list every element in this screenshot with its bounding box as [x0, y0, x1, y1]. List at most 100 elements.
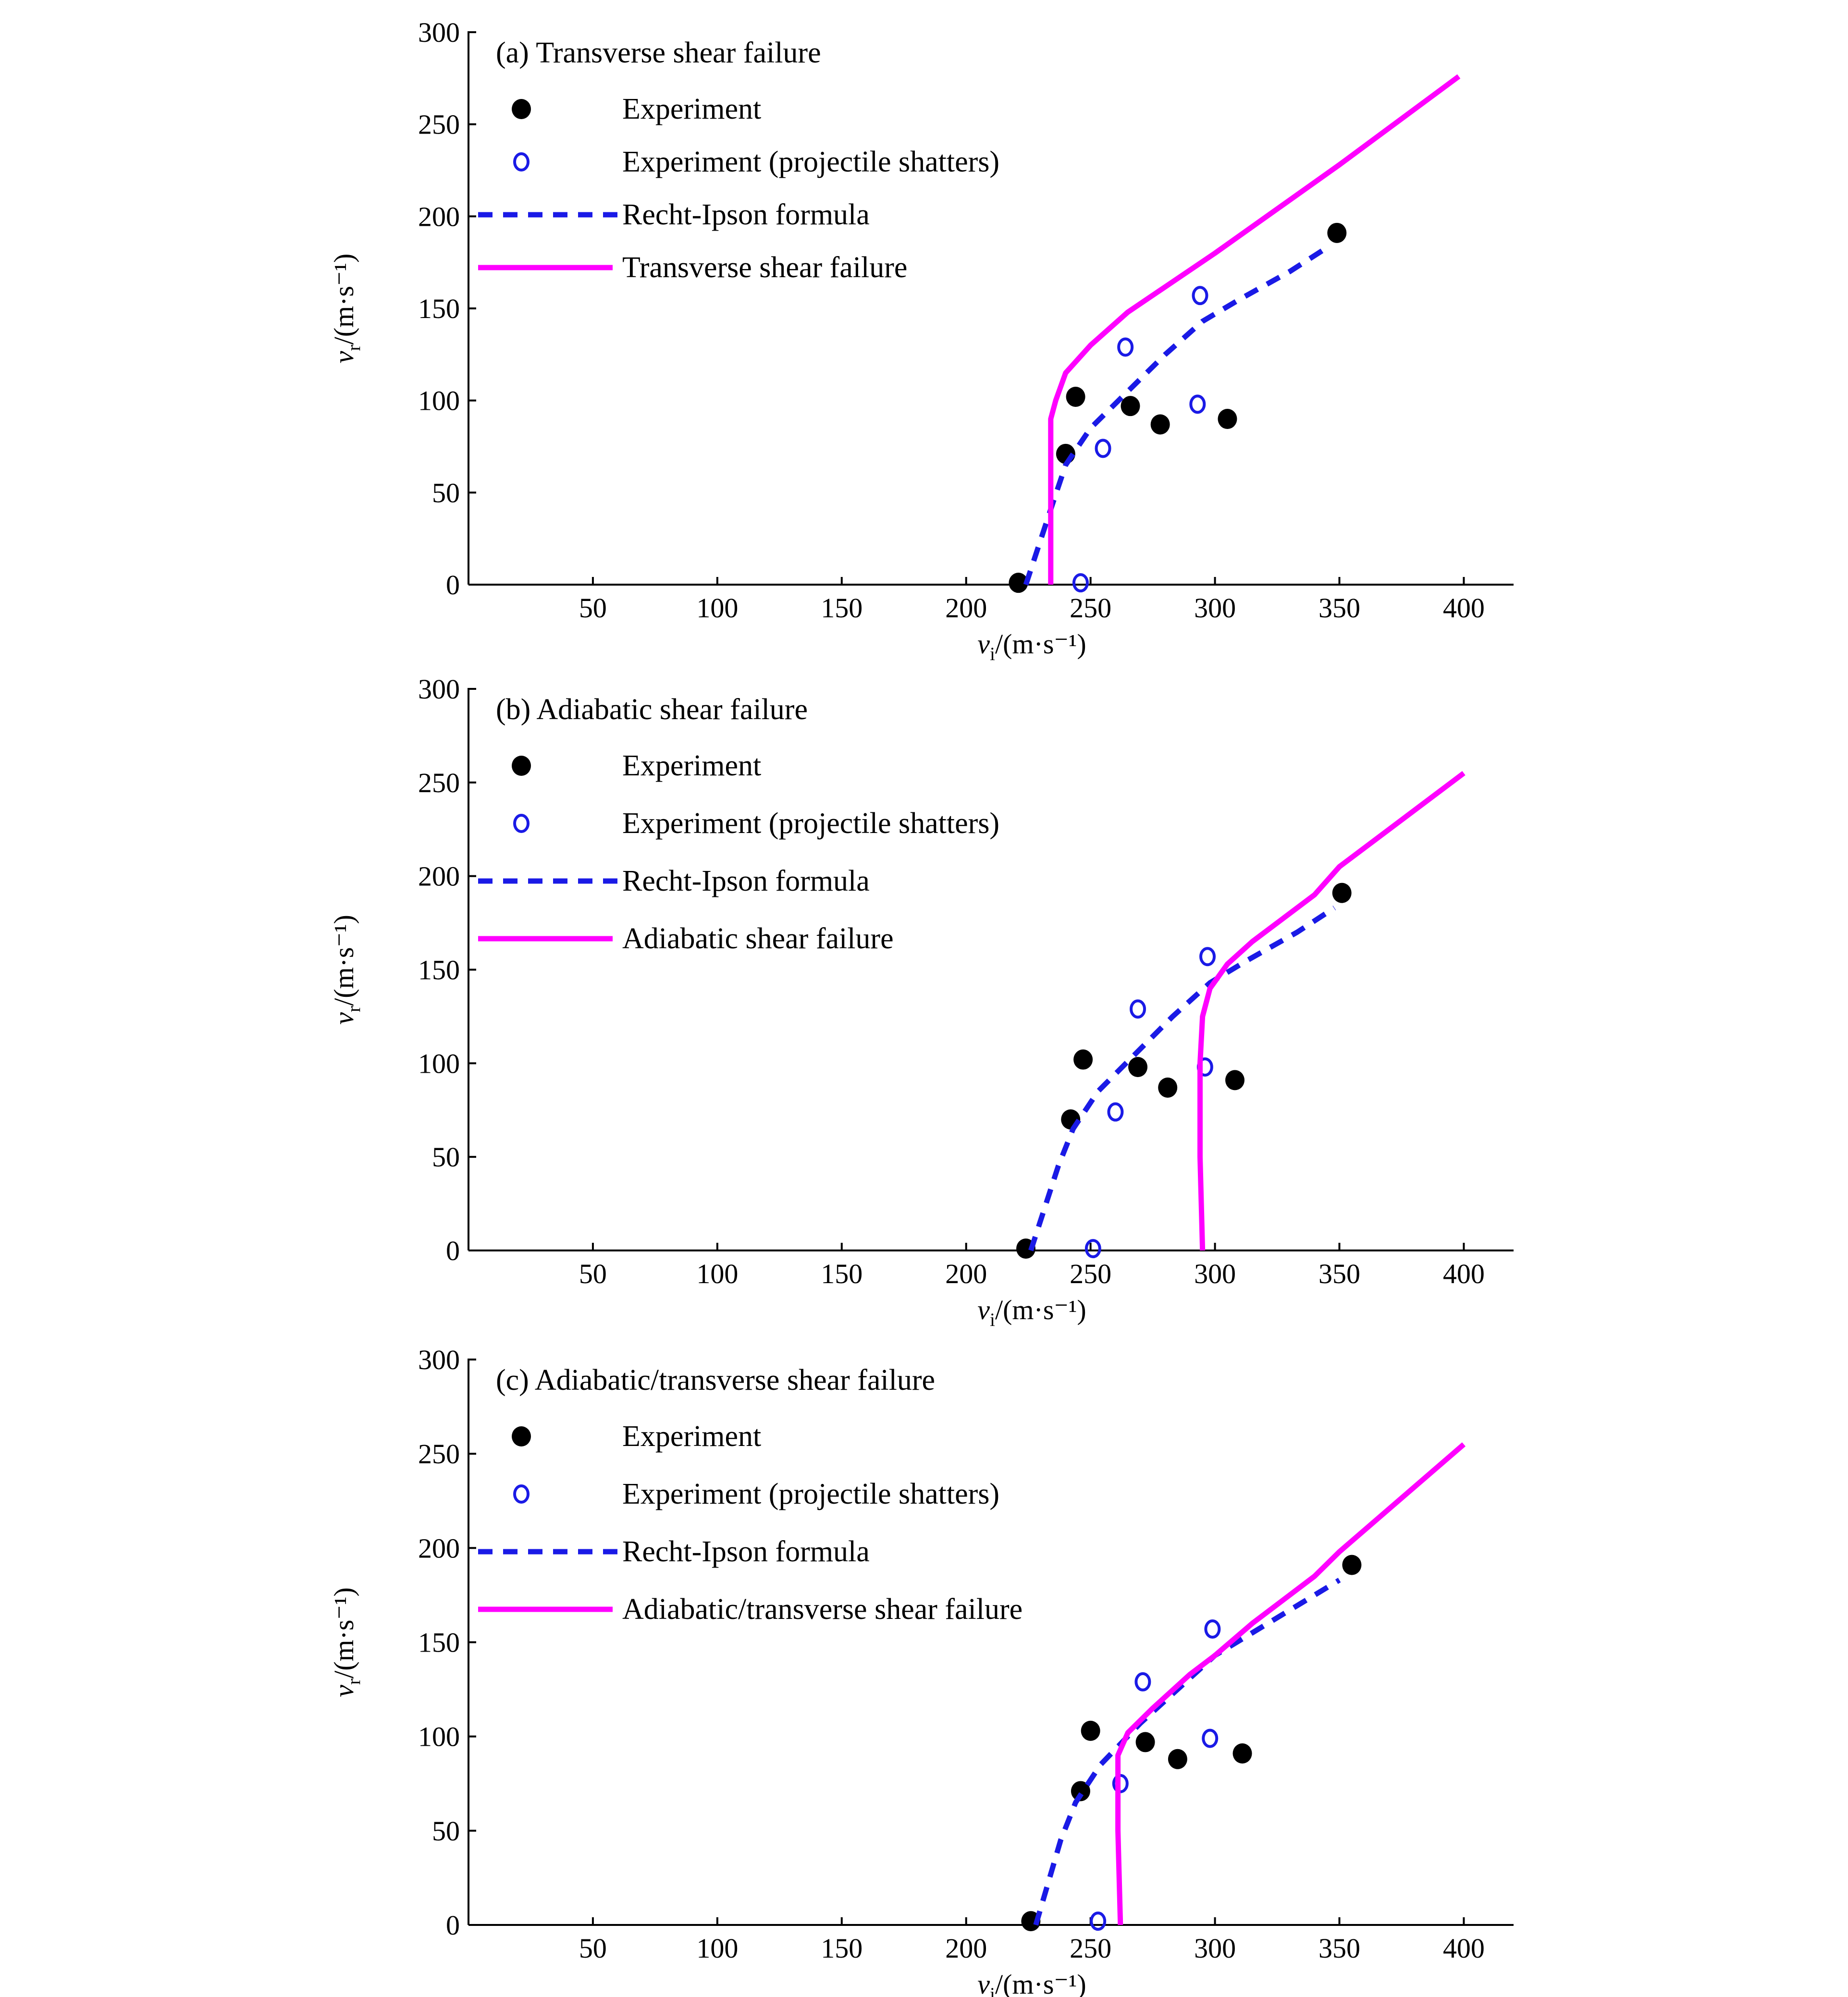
y-tick-label: 100	[418, 1721, 460, 1752]
x-tick-label: 150	[821, 1933, 862, 1964]
model-curve	[1115, 1442, 1466, 1925]
shatter-point	[1192, 286, 1208, 306]
y-tick-label: 150	[418, 293, 460, 324]
experiment-point	[1073, 1049, 1093, 1070]
y-tick-label: 50	[432, 477, 460, 508]
legend-marker	[513, 814, 530, 833]
series-solid-line	[1197, 771, 1466, 1251]
shatter-point	[1199, 947, 1216, 967]
legend-item: Experiment (projectile shatters)	[513, 1478, 999, 1510]
experiment-point	[1121, 396, 1140, 417]
x-tick-label: 100	[696, 1258, 738, 1289]
experiment-point	[1128, 1057, 1148, 1078]
x-tick-label: 150	[821, 1258, 862, 1289]
shatter-point	[1130, 999, 1146, 1019]
legend-label: Experiment (projectile shatters)	[622, 807, 999, 840]
x-tick-label: 250	[1070, 1258, 1111, 1289]
x-axis-label: vi/(m·s⁻¹)	[977, 1294, 1086, 1330]
y-tick-label: 100	[418, 1048, 460, 1079]
legend-item: Experiment (projectile shatters)	[513, 146, 999, 178]
y-tick-label: 300	[418, 674, 460, 705]
series-open-marker	[1084, 947, 1216, 1259]
y-axis-label: vr/(m·s⁻¹)	[328, 254, 364, 364]
y-tick-label: 0	[446, 1235, 460, 1266]
legend-marker	[512, 756, 531, 776]
shatter-point	[1204, 1619, 1221, 1639]
y-tick-label: 300	[418, 17, 460, 48]
x-tick-label: 100	[696, 1933, 738, 1964]
legend-label: Recht-Ipson formula	[622, 198, 870, 231]
shatter-point	[1095, 439, 1111, 458]
recht-ipson-curve	[1028, 906, 1336, 1251]
shatter-point	[1107, 1102, 1124, 1122]
legend-marker	[513, 152, 530, 172]
legend-marker	[512, 99, 531, 119]
model-curve	[1197, 771, 1466, 1251]
legend: Experiment Experiment (projectile shatter…	[478, 93, 999, 284]
x-tick-label: 100	[696, 592, 738, 624]
x-tick-label: 350	[1318, 1258, 1360, 1289]
y-tick-label: 300	[418, 1344, 460, 1375]
chart-title: (c) Adiabatic/transverse shear failure	[496, 1364, 935, 1397]
chart-title: (a) Transverse shear failure	[496, 37, 821, 69]
legend-marker	[513, 1484, 530, 1504]
x-tick-label: 200	[945, 1933, 987, 1964]
chart-panel-2: 0 50 100 150 200 250 300 50 100 150 200 250 300 350 40…	[328, 674, 1514, 1330]
experiment-point	[1150, 414, 1170, 435]
x-tick-label: 250	[1070, 1933, 1111, 1964]
x-tick-label: 200	[945, 592, 987, 624]
experiment-point	[1232, 1743, 1252, 1764]
y-tick-label: 100	[418, 385, 460, 417]
legend-item: Experiment	[512, 93, 761, 125]
experiment-point	[1158, 1077, 1178, 1098]
series-solid-line	[1115, 1442, 1466, 1925]
series-filled-marker	[1016, 882, 1352, 1259]
experiment-point	[1066, 387, 1085, 407]
y-tick-label: 250	[418, 1438, 460, 1470]
chart-title: (b) Adiabatic shear failure	[496, 693, 808, 726]
experiment-point	[1021, 1911, 1041, 1932]
x-tick-label: 250	[1070, 592, 1111, 624]
chart-panel-1: 0 50 100 150 200 250 300 50 100 150 200 250 300 350 40…	[328, 17, 1514, 664]
experiment-point	[1225, 1070, 1244, 1090]
experiment-point	[1218, 409, 1237, 429]
recht-ipson-curve	[1033, 1578, 1341, 1926]
shatter-point	[1090, 1911, 1107, 1931]
y-tick-label: 150	[418, 1627, 460, 1658]
experiment-point	[1342, 1555, 1362, 1575]
y-tick-label: 250	[418, 109, 460, 140]
x-axis-label: vi/(m·s⁻¹)	[977, 1969, 1086, 1997]
x-tick-label: 50	[579, 1258, 607, 1289]
series-solid-line	[1048, 74, 1461, 585]
y-tick-label: 50	[432, 1141, 460, 1173]
legend-marker	[512, 1426, 531, 1446]
shatter-point	[1202, 1728, 1219, 1748]
y-axis-label: vr/(m·s⁻¹)	[328, 1587, 364, 1697]
series-open-marker	[1072, 286, 1208, 593]
experiment-point	[1071, 1781, 1090, 1801]
shatter-point	[1072, 573, 1089, 593]
experiment-point	[1081, 1720, 1100, 1741]
x-tick-label: 300	[1194, 1933, 1236, 1964]
legend-item: Recht-Ipson formula	[478, 198, 870, 231]
x-tick-label: 400	[1443, 1258, 1485, 1289]
y-axis-label: vr/(m·s⁻¹)	[328, 915, 364, 1025]
legend-item: Experiment (projectile shatters)	[513, 807, 999, 840]
legend-item: Experiment	[512, 1420, 761, 1453]
legend-label: Recht-Ipson formula	[622, 865, 870, 897]
x-axis-label: vi/(m·s⁻¹)	[977, 628, 1086, 664]
recht-ipson-curve	[1023, 245, 1329, 586]
x-tick-label: 350	[1318, 592, 1360, 624]
legend-item: Adiabatic shear failure	[478, 922, 894, 955]
series-dashed-line	[1033, 1578, 1341, 1926]
chart-panel-3: 0 50 100 150 200 250 300 50 100 150 200 250 300 350 40…	[328, 1344, 1514, 1997]
x-tick-label: 350	[1318, 1933, 1360, 1964]
legend: Experiment Experiment (projectile shatter…	[478, 1420, 1023, 1626]
y-tick-label: 200	[418, 861, 460, 892]
legend-item: Transverse shear failure	[478, 251, 907, 284]
y-tick-label: 250	[418, 767, 460, 798]
y-tick-label: 150	[418, 955, 460, 986]
legend-label: Adiabatic/transverse shear failure	[622, 1593, 1023, 1626]
shatter-point	[1189, 394, 1206, 414]
